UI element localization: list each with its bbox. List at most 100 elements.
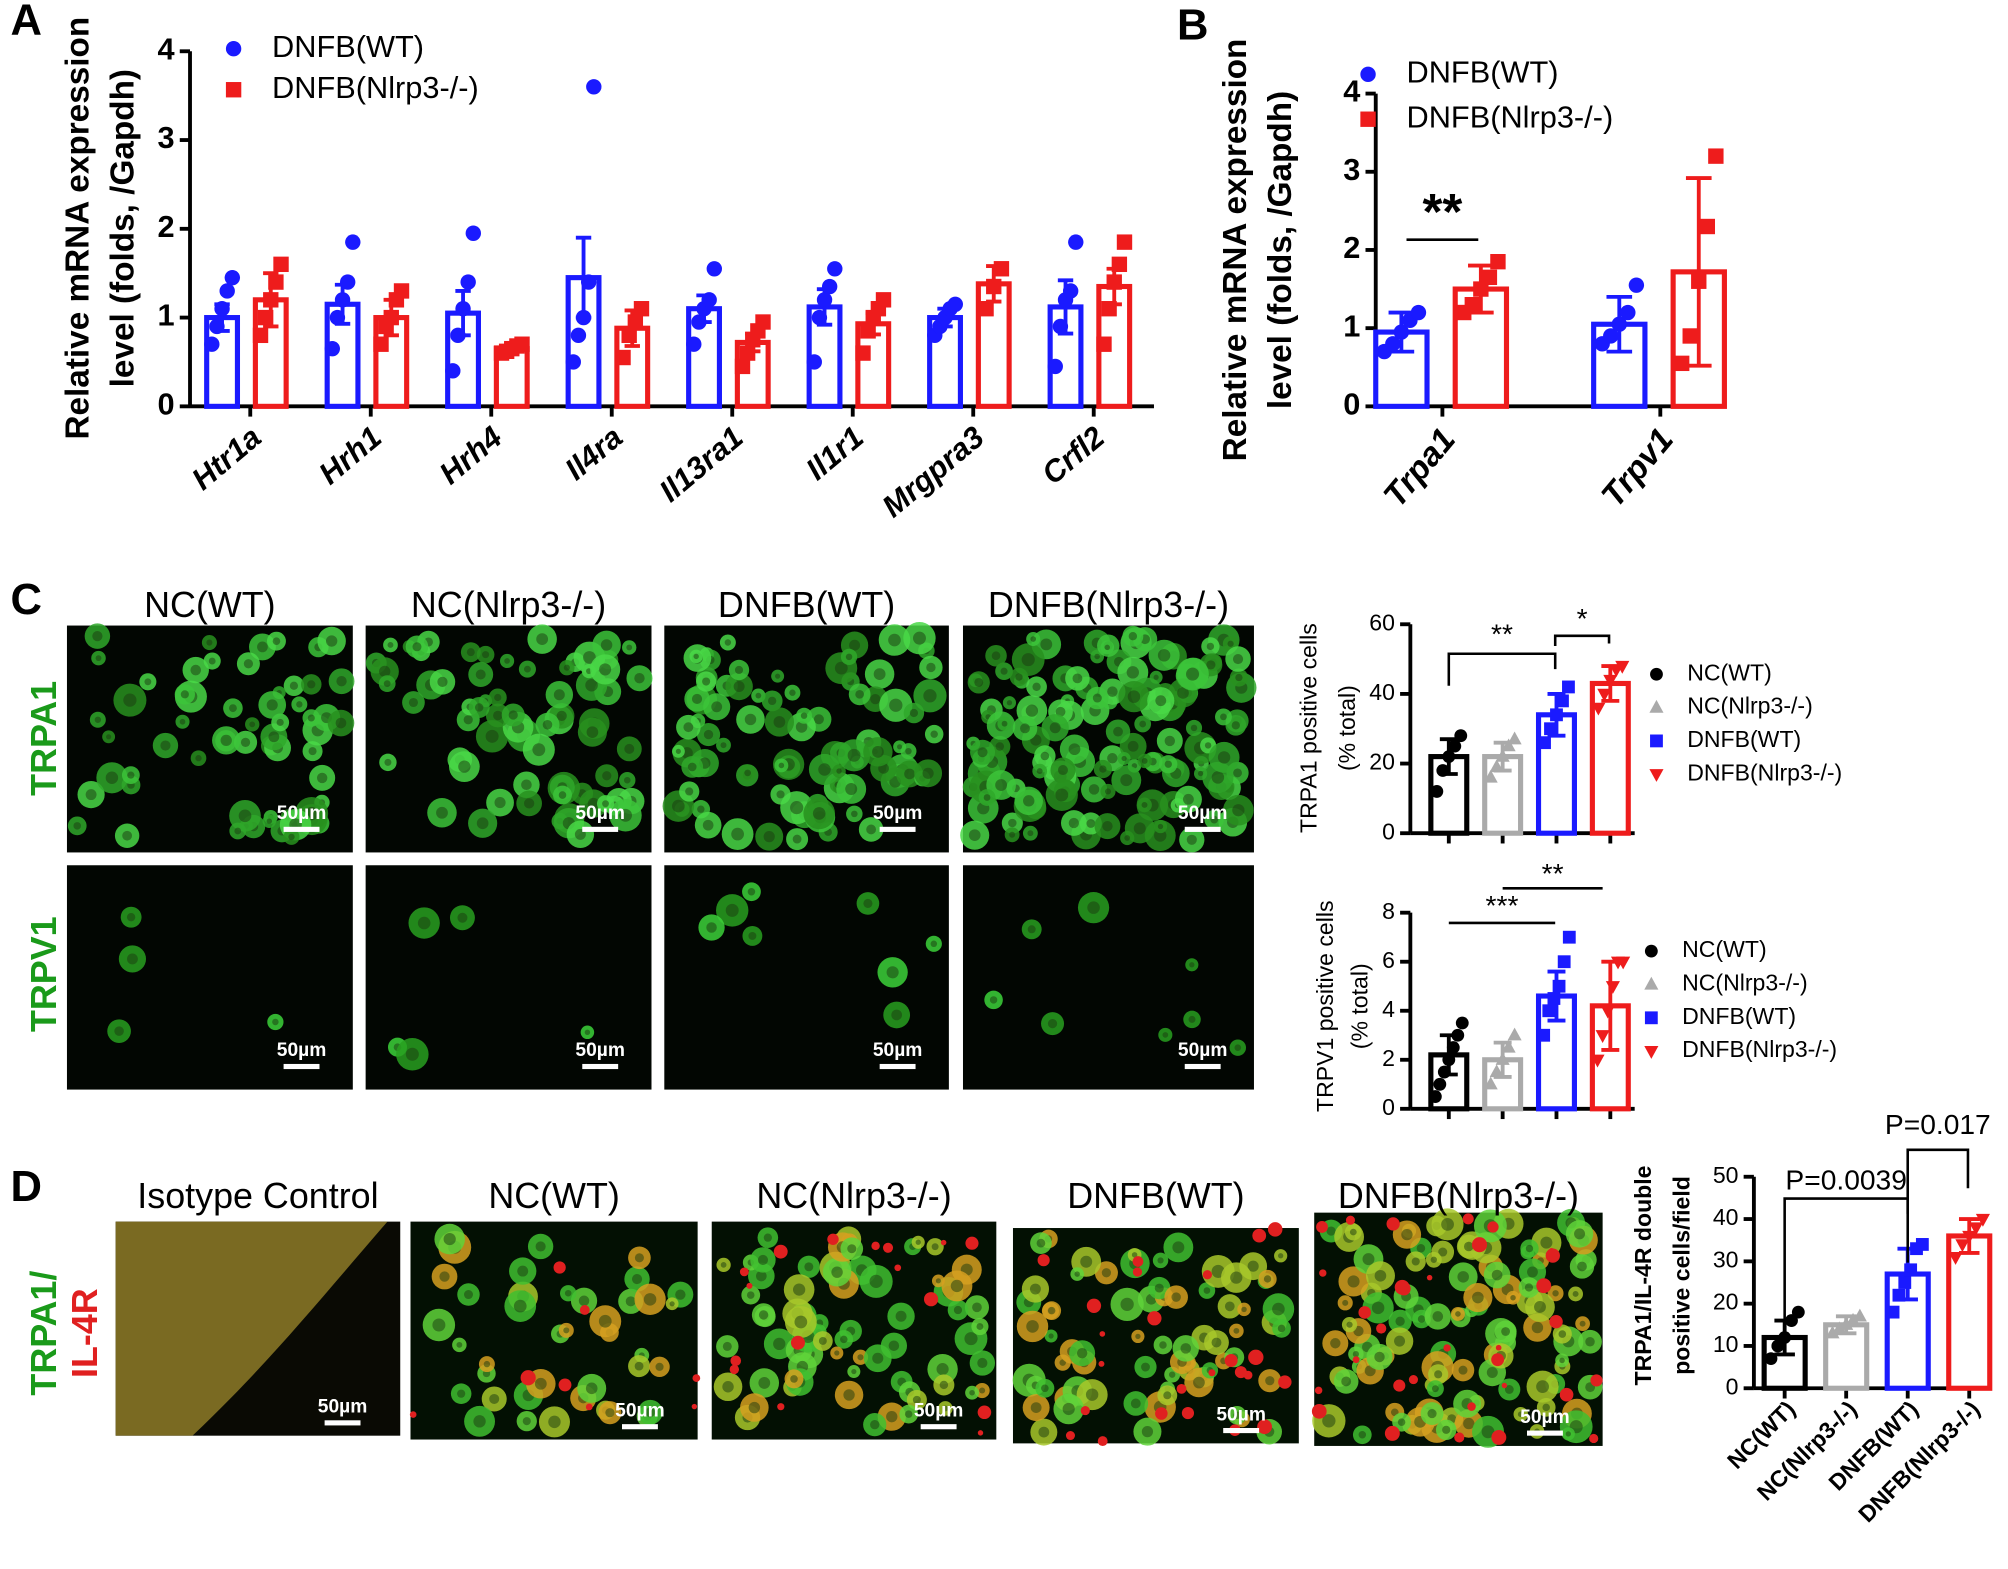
- nucleus: [408, 697, 418, 708]
- nucleus: [991, 651, 1001, 661]
- red-spot: [940, 1239, 947, 1246]
- scale-bar: [283, 1063, 320, 1070]
- nucleus: [1155, 695, 1167, 707]
- nucleus: [463, 1290, 473, 1300]
- nucleus: [1233, 1411, 1241, 1419]
- tissue: [115, 1221, 388, 1436]
- significance-bracket: [1447, 652, 1557, 686]
- nucleus: [383, 680, 391, 688]
- red-spot: [1471, 1237, 1488, 1253]
- nucleus: [1107, 753, 1118, 764]
- nucleus: [1029, 1283, 1041, 1295]
- nucleus: [1241, 1306, 1247, 1313]
- nucleus: [995, 742, 1005, 751]
- scale-bar: [582, 826, 619, 832]
- nucleus: [1232, 804, 1245, 817]
- legend-label: DNFB(Nlrp3-/-): [1687, 759, 1842, 785]
- data-point: [450, 327, 466, 344]
- nucleus: [1068, 743, 1081, 756]
- data-point: [1595, 1030, 1610, 1043]
- nucleus: [669, 1301, 675, 1307]
- nucleus: [1131, 1252, 1138, 1258]
- nucleus: [974, 677, 984, 687]
- red-spot: [1501, 1382, 1508, 1389]
- data-point: [214, 301, 230, 317]
- nucleus: [711, 701, 723, 713]
- nucleus: [1401, 1228, 1413, 1241]
- nucleus: [915, 1239, 921, 1245]
- micrograph: [1012, 1228, 1299, 1446]
- significance-label: P=0.017: [1885, 1108, 1991, 1140]
- y-axis-label: (% total): [1334, 685, 1360, 771]
- red-spot: [1314, 1386, 1323, 1395]
- nucleus: [1164, 735, 1175, 747]
- nucleus: [95, 655, 102, 662]
- red-spot: [1311, 1403, 1327, 1419]
- nucleus: [1126, 666, 1139, 679]
- nucleus: [494, 797, 506, 809]
- nucleus: [758, 1377, 771, 1389]
- nucleus: [160, 740, 171, 751]
- red-spot: [977, 1405, 992, 1420]
- scale-bar: [1184, 1063, 1221, 1070]
- red-spot: [827, 1233, 839, 1245]
- data-point: [1852, 1308, 1867, 1322]
- nucleus: [800, 712, 808, 719]
- column-title: NC(WT): [144, 585, 275, 625]
- red-spot: [730, 1355, 742, 1367]
- nucleus: [458, 760, 471, 773]
- nucleus: [308, 747, 317, 756]
- data-point: [1764, 1352, 1778, 1366]
- scale-bar-label: 50µm: [1520, 1407, 1570, 1428]
- nucleus: [1349, 1228, 1357, 1236]
- data-point: [1898, 1276, 1912, 1289]
- red-spot: [977, 1430, 984, 1436]
- nucleus: [1206, 642, 1215, 651]
- nucleus: [757, 1254, 769, 1265]
- nucleus: [206, 639, 213, 646]
- panel-letter: B: [1177, 2, 1208, 50]
- red-spot: [1065, 1430, 1075, 1441]
- row-label: TRPA1/: [24, 1271, 64, 1396]
- red-spot: [729, 1364, 740, 1375]
- nucleus: [578, 1295, 590, 1307]
- nucleus: [1128, 632, 1138, 641]
- nucleus: [1534, 1301, 1546, 1313]
- nucleus: [748, 1401, 761, 1414]
- nucleus: [1278, 1253, 1284, 1259]
- y-axis-label: level (folds, /Gapdh): [104, 69, 141, 387]
- nucleus: [1347, 1275, 1360, 1288]
- nucleus: [687, 762, 697, 772]
- nucleus: [307, 714, 315, 722]
- nucleus: [387, 642, 394, 648]
- nucleus: [1263, 1275, 1272, 1283]
- legend-label: DNFB(WT): [1687, 726, 1801, 752]
- data-point: [1052, 318, 1069, 335]
- red-spot: [1208, 1369, 1216, 1377]
- nucleus: [818, 1337, 827, 1345]
- nucleus: [936, 1363, 949, 1376]
- scale-bar-label: 50µm: [1216, 1404, 1266, 1425]
- data-point: [1481, 269, 1498, 286]
- scale-bar-label: 50µm: [873, 1040, 923, 1061]
- nucleus: [602, 800, 609, 808]
- nucleus: [483, 1360, 491, 1368]
- micrograph: [365, 624, 653, 853]
- data-point: [1410, 304, 1427, 321]
- column-title: DNFB(Nlrp3-/-): [988, 585, 1229, 625]
- data-point: [334, 292, 351, 308]
- nucleus: [1072, 673, 1083, 684]
- error-bar: [1685, 176, 1712, 368]
- nucleus: [691, 693, 703, 705]
- nucleus: [1417, 1315, 1426, 1323]
- nucleus: [870, 1420, 880, 1430]
- data-point: [1603, 674, 1618, 688]
- nucleus: [634, 1253, 644, 1263]
- nucleus: [866, 824, 877, 835]
- red-spot: [777, 1403, 785, 1411]
- data-point: [1962, 1230, 1977, 1244]
- micrograph: [365, 865, 652, 1090]
- red-spot: [520, 1370, 536, 1386]
- y-tick-label: 8: [1382, 898, 1395, 924]
- nucleus: [703, 729, 714, 740]
